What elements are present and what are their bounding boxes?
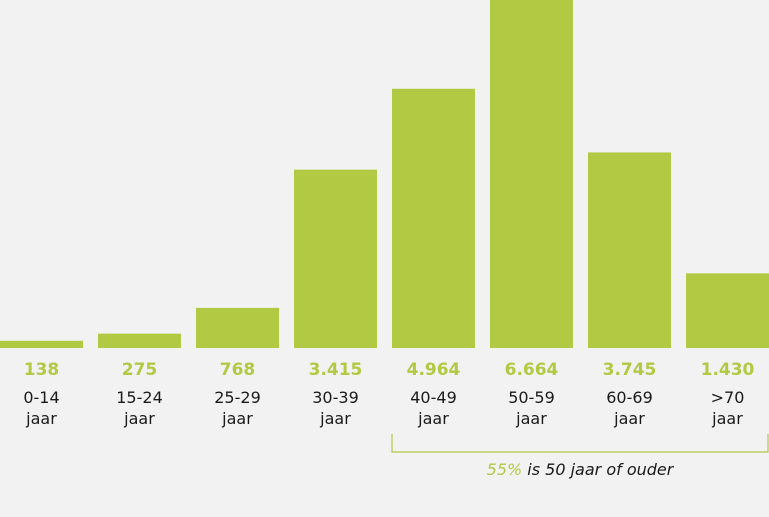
category-label-2-line-1: jaar	[221, 409, 253, 428]
value-label-6: 3.745	[603, 360, 657, 380]
category-label-6-line-1: jaar	[613, 409, 645, 428]
bar-5	[490, 0, 573, 348]
category-label-3-line-1: jaar	[319, 409, 351, 428]
category-label-0-line-1: jaar	[25, 409, 57, 428]
value-label-1: 275	[122, 360, 158, 380]
bar-7	[686, 273, 769, 348]
bar-0	[0, 340, 83, 348]
bar-6	[588, 152, 671, 348]
value-labels-group: 138 275 768 3.415 4.964 6.664 3.745 1.430	[24, 360, 755, 380]
annotation-rest: is 50 jaar of ouder	[522, 460, 675, 479]
category-label-4-line-1: jaar	[417, 409, 449, 428]
annotation-text: 55% is 50 jaar of ouder	[487, 460, 675, 479]
category-label-4-line-0: 40-49	[410, 388, 457, 407]
category-labels-group: 0-14 jaar 15-24 jaar 25-29 jaar 30-39 jaar 40-49…	[23, 388, 744, 428]
category-label-7-line-1: jaar	[711, 409, 743, 428]
value-label-5: 6.664	[505, 360, 559, 380]
category-label-1-line-1: jaar	[123, 409, 155, 428]
bar-3	[294, 169, 377, 348]
category-label-5-line-1: jaar	[515, 409, 547, 428]
value-label-4: 4.964	[407, 360, 461, 380]
annotation-bracket	[391, 434, 769, 453]
value-label-7: 1.430	[701, 360, 755, 380]
bar-2	[196, 307, 279, 348]
category-label-0-line-0: 0-14	[23, 388, 59, 407]
bar-1	[98, 333, 181, 348]
annotation-highlight: 55%	[487, 460, 523, 479]
category-label-3-line-0: 30-39	[312, 388, 359, 407]
category-label-5-line-0: 50-59	[508, 388, 555, 407]
bars-group	[0, 0, 769, 348]
category-label-1-line-0: 15-24	[116, 388, 163, 407]
bar-4	[392, 88, 475, 348]
value-label-2: 768	[220, 360, 256, 380]
value-label-0: 138	[24, 360, 60, 380]
category-label-7-line-0: >70	[711, 388, 745, 407]
category-label-2-line-0: 25-29	[214, 388, 261, 407]
category-label-6-line-0: 60-69	[606, 388, 653, 407]
value-label-3: 3.415	[309, 360, 363, 380]
